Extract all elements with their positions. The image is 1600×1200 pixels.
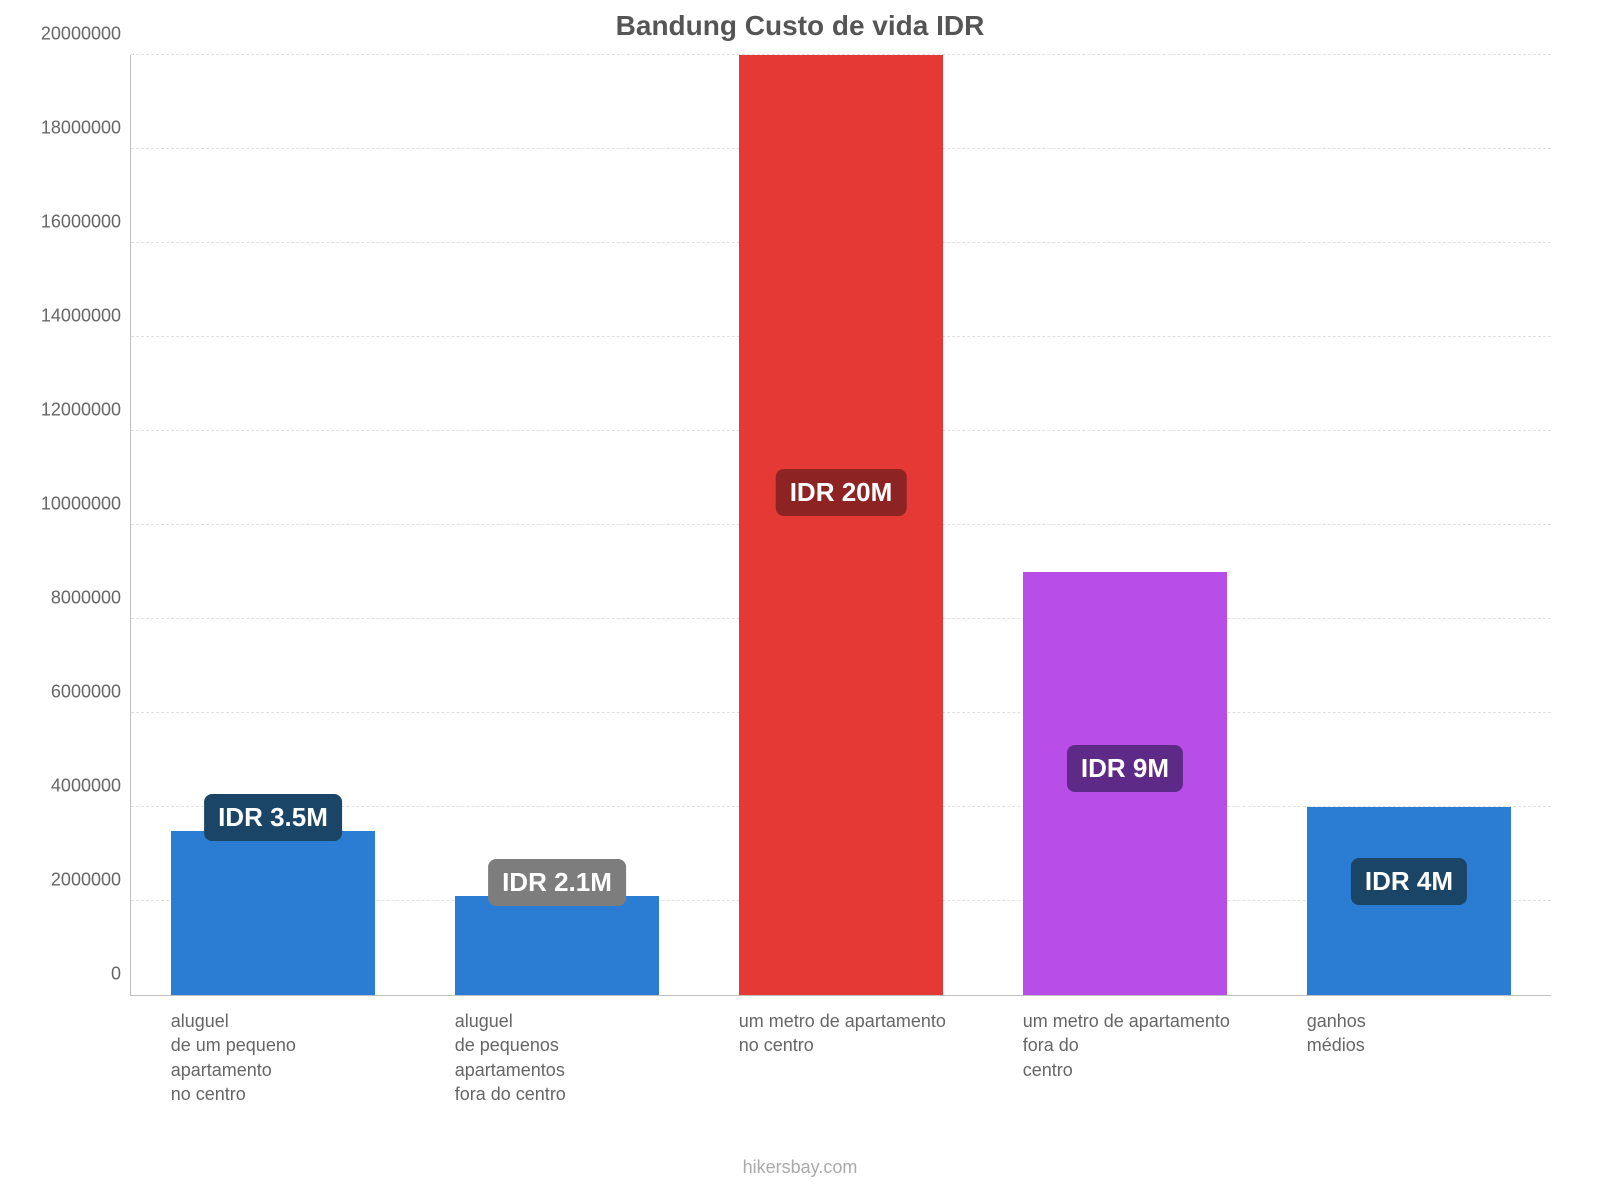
chart-title: Bandung Custo de vida IDR (0, 10, 1600, 42)
value-badge: IDR 3.5M (204, 794, 342, 841)
y-tick-label: 14000000 (41, 306, 131, 327)
bar: IDR 4M (1307, 807, 1511, 995)
x-tick-label: um metro de apartamento no centro (739, 1009, 946, 1058)
y-tick-label: 0 (111, 964, 131, 985)
bar: IDR 9M (1023, 572, 1227, 995)
y-tick-label: 8000000 (51, 588, 131, 609)
y-tick-label: 18000000 (41, 118, 131, 139)
chart-container: Bandung Custo de vida IDR IDR 3.5Malugue… (0, 0, 1600, 1200)
value-badge: IDR 9M (1067, 745, 1183, 792)
bar: IDR 2.1M (455, 896, 659, 995)
value-badge: IDR 4M (1351, 858, 1467, 905)
value-badge: IDR 2.1M (488, 859, 626, 906)
y-tick-label: 4000000 (51, 776, 131, 797)
bar: IDR 3.5M (171, 831, 375, 996)
x-tick-label: aluguel de pequenos apartamentos fora do… (455, 1009, 566, 1106)
y-tick-label: 6000000 (51, 682, 131, 703)
y-tick-label: 2000000 (51, 870, 131, 891)
y-tick-label: 20000000 (41, 24, 131, 45)
x-tick-label: aluguel de um pequeno apartamento no cen… (171, 1009, 296, 1106)
value-badge: IDR 20M (776, 469, 907, 516)
plot-area: IDR 3.5Maluguel de um pequeno apartament… (130, 55, 1551, 996)
bar-slot: IDR 3.5Maluguel de um pequeno apartament… (131, 55, 415, 995)
bars-layer: IDR 3.5Maluguel de um pequeno apartament… (131, 55, 1551, 995)
y-tick-label: 12000000 (41, 400, 131, 421)
bar: IDR 20M (739, 55, 943, 995)
y-tick-label: 10000000 (41, 494, 131, 515)
bar-slot: IDR 9Mum metro de apartamento fora do ce… (983, 55, 1267, 995)
bar-slot: IDR 4Mganhos médios (1267, 55, 1551, 995)
bar-slot: IDR 20Mum metro de apartamento no centro (699, 55, 983, 995)
x-tick-label: um metro de apartamento fora do centro (1023, 1009, 1230, 1082)
source-text: hikersbay.com (0, 1157, 1600, 1178)
x-tick-label: ganhos médios (1307, 1009, 1366, 1058)
y-tick-label: 16000000 (41, 212, 131, 233)
bar-slot: IDR 2.1Maluguel de pequenos apartamentos… (415, 55, 699, 995)
